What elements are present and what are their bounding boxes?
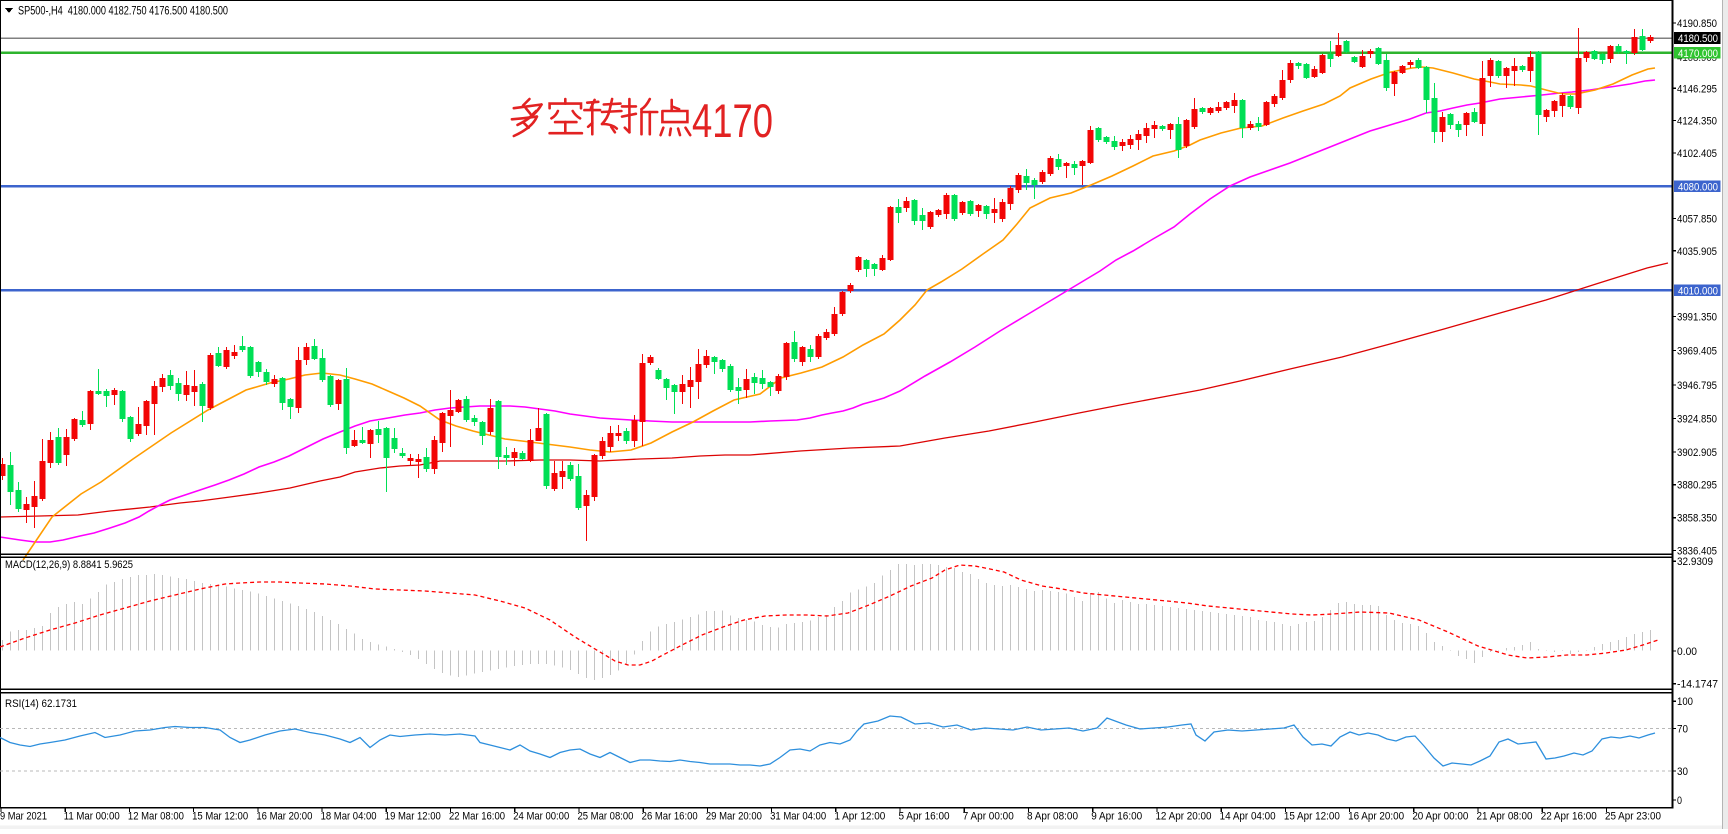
svg-text:9 Apr 16:00: 9 Apr 16:00 bbox=[1091, 811, 1142, 823]
svg-text:30: 30 bbox=[1677, 766, 1688, 778]
svg-text:11 Mar 00:00: 11 Mar 00:00 bbox=[64, 811, 120, 823]
svg-text:4035.905: 4035.905 bbox=[1677, 246, 1717, 258]
svg-text:3836.405: 3836.405 bbox=[1677, 546, 1717, 558]
svg-text:4170.000: 4170.000 bbox=[1678, 48, 1718, 60]
svg-text:SP500-,H4 4180.000 4182.750 4: SP500-,H4 4180.000 4182.750 4176.500 418… bbox=[18, 6, 228, 18]
svg-text:RSI(14) 62.1731: RSI(14) 62.1731 bbox=[5, 698, 77, 710]
svg-text:-14.1747: -14.1747 bbox=[1677, 679, 1718, 691]
svg-text:25 Apr 23:00: 25 Apr 23:00 bbox=[1605, 811, 1661, 823]
svg-text:15 Mar 12:00: 15 Mar 12:00 bbox=[192, 811, 248, 823]
svg-text:12 Apr 20:00: 12 Apr 20:00 bbox=[1155, 811, 1211, 823]
svg-text:29 Mar 20:00: 29 Mar 20:00 bbox=[706, 811, 762, 823]
svg-text:3880.295: 3880.295 bbox=[1677, 480, 1717, 492]
svg-text:21 Apr 08:00: 21 Apr 08:00 bbox=[1477, 811, 1533, 823]
svg-text:4170: 4170 bbox=[692, 94, 773, 147]
svg-text:18 Mar 04:00: 18 Mar 04:00 bbox=[321, 811, 377, 823]
svg-text:7 Apr 00:00: 7 Apr 00:00 bbox=[963, 811, 1014, 823]
svg-text:5 Apr 16:00: 5 Apr 16:00 bbox=[899, 811, 950, 823]
svg-text:32.9309: 32.9309 bbox=[1677, 556, 1713, 568]
svg-text:3902.905: 3902.905 bbox=[1677, 447, 1717, 459]
svg-text:4102.405: 4102.405 bbox=[1677, 148, 1717, 160]
svg-text:0.00: 0.00 bbox=[1677, 646, 1697, 658]
svg-text:19 Mar 12:00: 19 Mar 12:00 bbox=[385, 811, 441, 823]
svg-text:4146.295: 4146.295 bbox=[1677, 83, 1717, 95]
svg-text:9 Mar 2021: 9 Mar 2021 bbox=[0, 811, 47, 823]
svg-text:100: 100 bbox=[1677, 696, 1693, 708]
svg-text:12 Mar 08:00: 12 Mar 08:00 bbox=[128, 811, 184, 823]
svg-text:4010.000: 4010.000 bbox=[1678, 285, 1718, 297]
svg-text:20 Apr 00:00: 20 Apr 00:00 bbox=[1412, 811, 1468, 823]
svg-text:4190.850: 4190.850 bbox=[1677, 18, 1717, 30]
svg-text:4180.500: 4180.500 bbox=[1678, 33, 1718, 45]
svg-text:MACD(12,26,9) 8.8841 5.9625: MACD(12,26,9) 8.8841 5.9625 bbox=[5, 559, 133, 571]
svg-text:70: 70 bbox=[1677, 724, 1688, 736]
svg-text:0: 0 bbox=[1677, 795, 1682, 807]
svg-text:25 Mar 08:00: 25 Mar 08:00 bbox=[577, 811, 633, 823]
svg-text:22 Mar 16:00: 22 Mar 16:00 bbox=[449, 811, 505, 823]
svg-text:8 Apr 08:00: 8 Apr 08:00 bbox=[1027, 811, 1078, 823]
svg-text:15 Apr 12:00: 15 Apr 12:00 bbox=[1284, 811, 1340, 823]
svg-text:3924.850: 3924.850 bbox=[1677, 414, 1717, 426]
svg-text:3969.405: 3969.405 bbox=[1677, 346, 1717, 358]
svg-text:31 Mar 04:00: 31 Mar 04:00 bbox=[770, 811, 826, 823]
svg-text:4124.350: 4124.350 bbox=[1677, 116, 1717, 128]
svg-text:4080.000: 4080.000 bbox=[1678, 181, 1718, 193]
svg-text:16 Apr 20:00: 16 Apr 20:00 bbox=[1348, 811, 1404, 823]
svg-text:4057.850: 4057.850 bbox=[1677, 214, 1717, 226]
svg-text:24 Mar 00:00: 24 Mar 00:00 bbox=[513, 811, 569, 823]
svg-text:1 Apr 12:00: 1 Apr 12:00 bbox=[834, 811, 885, 823]
svg-text:3946.795: 3946.795 bbox=[1677, 380, 1717, 392]
svg-text:16 Mar 20:00: 16 Mar 20:00 bbox=[256, 811, 312, 823]
svg-text:3858.350: 3858.350 bbox=[1677, 513, 1717, 525]
svg-text:3991.350: 3991.350 bbox=[1677, 311, 1717, 323]
svg-text:22 Apr 16:00: 22 Apr 16:00 bbox=[1541, 811, 1597, 823]
svg-text:14 Apr 04:00: 14 Apr 04:00 bbox=[1220, 811, 1276, 823]
svg-text:26 Mar 16:00: 26 Mar 16:00 bbox=[642, 811, 698, 823]
